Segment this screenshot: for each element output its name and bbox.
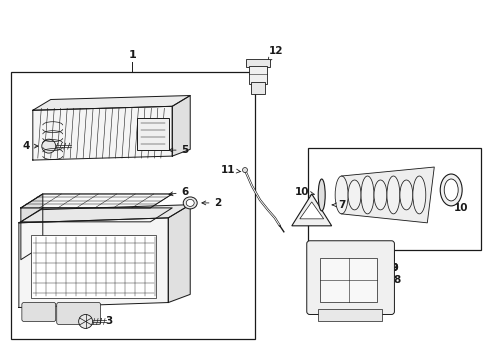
Ellipse shape (412, 176, 425, 214)
Polygon shape (168, 205, 190, 302)
Bar (248, 67, 266, 84)
Bar (11, 72, 254, 339)
Polygon shape (172, 95, 190, 156)
Circle shape (79, 315, 92, 328)
Polygon shape (33, 95, 190, 110)
Text: 5: 5 (169, 145, 188, 155)
FancyBboxPatch shape (22, 302, 56, 321)
Ellipse shape (183, 197, 197, 209)
Text: 1: 1 (128, 50, 136, 60)
Polygon shape (291, 194, 331, 226)
Ellipse shape (373, 180, 386, 210)
Bar (307, 148, 480, 250)
Ellipse shape (386, 176, 399, 214)
Ellipse shape (399, 180, 412, 210)
Polygon shape (33, 106, 172, 160)
FancyBboxPatch shape (57, 302, 101, 324)
Polygon shape (19, 218, 168, 307)
Text: 6: 6 (169, 187, 188, 197)
Text: 3: 3 (97, 316, 112, 327)
Ellipse shape (186, 199, 194, 206)
Text: 12: 12 (267, 45, 283, 62)
Bar (31, 235, 156, 298)
Ellipse shape (347, 180, 360, 210)
Circle shape (242, 167, 247, 172)
Ellipse shape (318, 179, 325, 211)
Text: 8: 8 (387, 275, 400, 285)
Text: 9: 9 (390, 263, 398, 273)
Bar (250, 82, 264, 94)
Text: 2: 2 (202, 198, 221, 208)
Ellipse shape (443, 179, 457, 201)
Polygon shape (299, 202, 323, 219)
Bar (245, 59, 269, 67)
Ellipse shape (360, 176, 373, 214)
Bar (319, 258, 377, 302)
Text: 10: 10 (447, 201, 468, 213)
Polygon shape (341, 167, 433, 223)
FancyBboxPatch shape (306, 241, 394, 315)
Text: 10: 10 (294, 187, 314, 197)
Ellipse shape (439, 174, 461, 206)
Bar (137, 118, 169, 150)
Text: 11: 11 (221, 165, 241, 175)
Text: 7: 7 (331, 200, 345, 210)
Text: 4: 4 (22, 141, 38, 151)
Circle shape (41, 139, 56, 153)
Polygon shape (21, 194, 42, 260)
Text: 9: 9 (390, 263, 398, 273)
Polygon shape (21, 208, 172, 222)
Polygon shape (21, 194, 172, 208)
Polygon shape (19, 205, 190, 223)
Bar (317, 310, 382, 321)
Ellipse shape (334, 176, 347, 214)
